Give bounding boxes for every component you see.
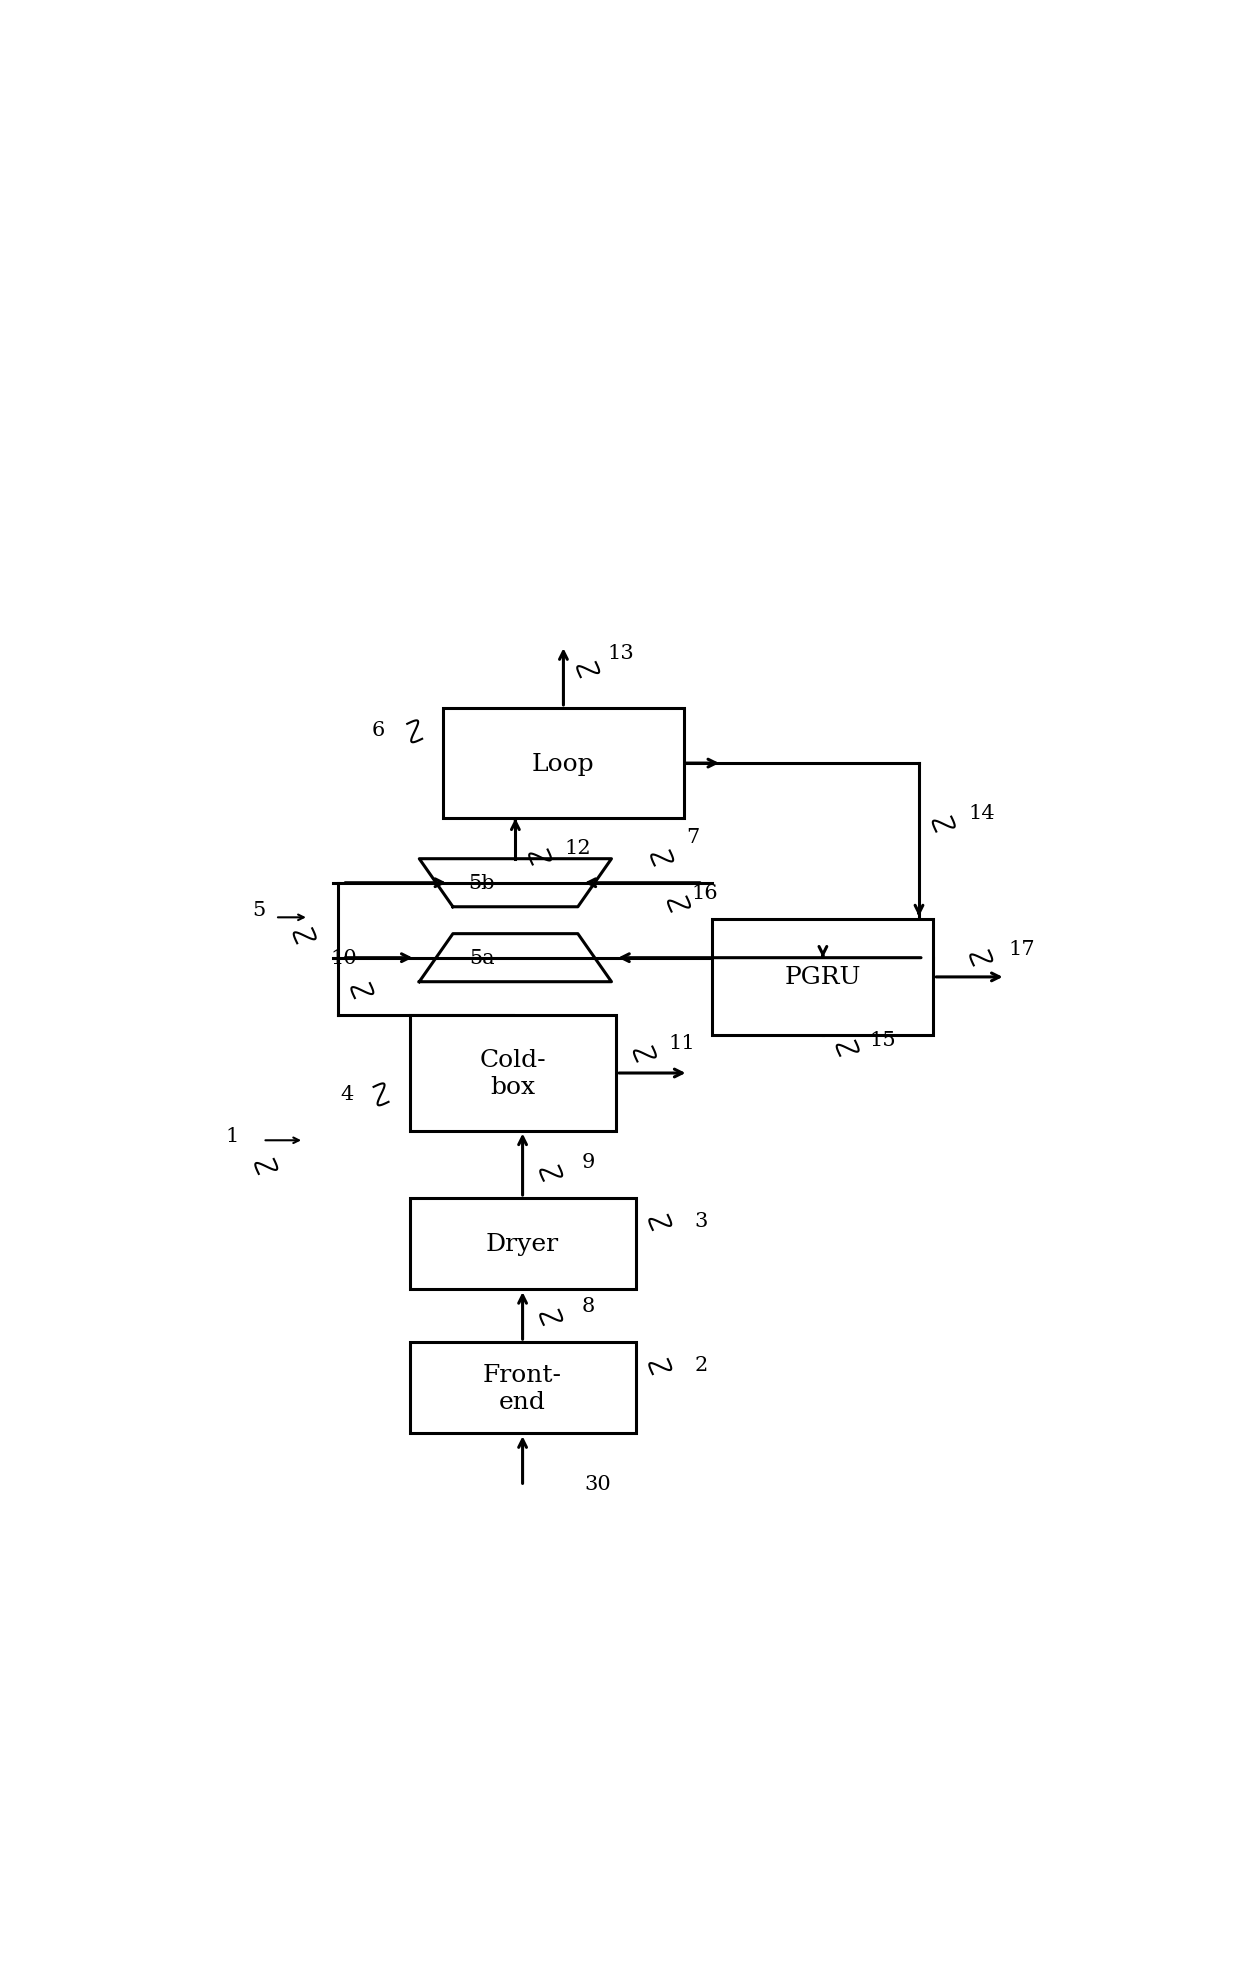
Text: Loop: Loop <box>532 752 595 776</box>
Bar <box>409 1343 635 1434</box>
Text: Dryer: Dryer <box>486 1233 559 1255</box>
Text: 2: 2 <box>694 1355 708 1375</box>
Text: 16: 16 <box>692 884 718 901</box>
Text: 15: 15 <box>869 1031 895 1049</box>
Bar <box>712 919 934 1035</box>
Text: 14: 14 <box>968 803 994 823</box>
Text: 30: 30 <box>584 1475 611 1493</box>
Text: 9: 9 <box>582 1153 595 1171</box>
Text: 12: 12 <box>564 839 591 856</box>
Text: 7: 7 <box>687 827 699 846</box>
Text: 17: 17 <box>1008 939 1035 958</box>
Text: 10: 10 <box>330 949 357 968</box>
Text: 4: 4 <box>341 1084 353 1104</box>
Bar <box>409 1015 616 1131</box>
Text: 3: 3 <box>694 1212 708 1231</box>
Text: 5: 5 <box>252 901 265 919</box>
Text: 8: 8 <box>582 1296 594 1316</box>
Text: 6: 6 <box>371 721 384 740</box>
Text: 5a: 5a <box>469 949 495 968</box>
Text: 5b: 5b <box>469 874 495 894</box>
Text: 11: 11 <box>668 1033 694 1053</box>
Text: Front-
end: Front- end <box>484 1363 562 1412</box>
Bar <box>444 709 683 819</box>
Text: Cold-
box: Cold- box <box>480 1049 547 1098</box>
Text: PGRU: PGRU <box>785 966 861 990</box>
Text: 13: 13 <box>608 644 635 662</box>
Text: 1: 1 <box>226 1127 238 1145</box>
Bar <box>409 1198 635 1290</box>
